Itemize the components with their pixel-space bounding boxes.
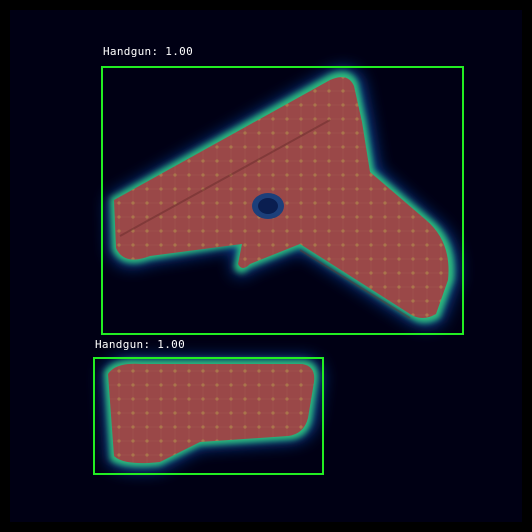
handgun-1-heat [108, 68, 459, 327]
detection-label-1: Handgun: 1.00 [103, 45, 193, 58]
handgun-2-heat [102, 357, 323, 471]
detection-label-2: Handgun: 1.00 [95, 338, 185, 351]
